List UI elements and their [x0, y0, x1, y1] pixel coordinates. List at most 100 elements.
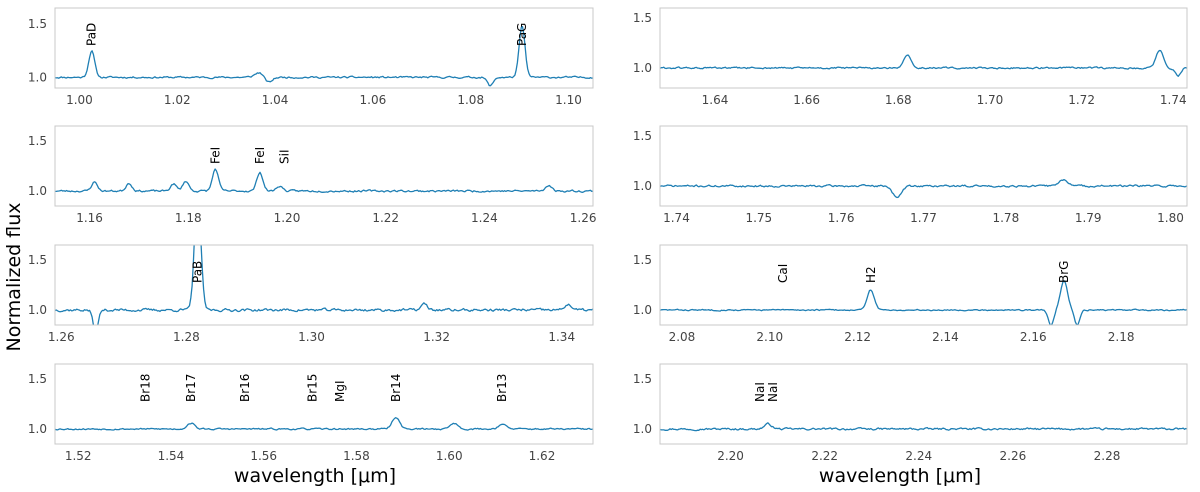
- panel-frame: [54, 7, 594, 89]
- x-tick-label: 2.26: [1000, 449, 1027, 463]
- y-tick-label: 1.5: [28, 17, 47, 31]
- spectral-line-label: SiI: [278, 150, 292, 165]
- y-tick-label: 1.5: [633, 11, 652, 25]
- x-tick-label: 1.26: [570, 211, 597, 225]
- x-tick-label: 2.08: [669, 330, 696, 344]
- x-tick-label: 1.52: [65, 449, 92, 463]
- x-tick-label: 1.24: [471, 211, 498, 225]
- y-tick-label: 1.0: [28, 184, 47, 198]
- x-tick-label: 2.16: [1020, 330, 1047, 344]
- spectrum-line: [55, 168, 593, 193]
- spectral-line-label: Br16: [238, 374, 252, 402]
- spectral-line-label: H2: [864, 266, 878, 283]
- x-tick-label: 1.64: [702, 93, 729, 107]
- panel-frame: [659, 363, 1188, 445]
- spectral-line-label: PaG: [515, 23, 529, 46]
- x-tick-label: 1.22: [372, 211, 399, 225]
- x-tick-label: 2.14: [932, 330, 959, 344]
- x-tick-label: 1.18: [175, 211, 202, 225]
- x-tick-label: 2.20: [717, 449, 744, 463]
- spectrum-line: [660, 280, 1187, 325]
- spectral-line-label: BrG: [1057, 261, 1071, 283]
- x-tick-label: 1.26: [48, 330, 75, 344]
- x-tick-label: 2.24: [905, 449, 932, 463]
- panel-frame: [54, 125, 594, 207]
- y-tick-label: 1.5: [28, 134, 47, 148]
- x-tick-label: 1.76: [828, 211, 855, 225]
- spectral-line-label: Br13: [495, 374, 509, 402]
- panel-left-2: 1.26 1.28 1.30 1.32 1.34 1.0 1.5 PaB: [28, 244, 594, 344]
- spectral-line-label: Br15: [305, 374, 319, 402]
- x-tick-label: 2.22: [811, 449, 838, 463]
- x-tick-label: 1.78: [992, 211, 1019, 225]
- x-tick-label: 1.66: [793, 93, 820, 107]
- x-tick-label: 1.08: [457, 93, 484, 107]
- x-tick-label: 1.06: [360, 93, 387, 107]
- y-tick-label: 1.0: [28, 70, 47, 84]
- x-tick-label: 1.68: [885, 93, 912, 107]
- spectrum-line: [55, 417, 593, 431]
- spectrum-line: [660, 178, 1187, 199]
- x-tick-label: 1.20: [274, 211, 301, 225]
- y-tick-label: 1.0: [633, 422, 652, 436]
- spectral-line-label: PaB: [191, 261, 205, 283]
- x-axis-label-left: wavelength [μm]: [234, 465, 396, 487]
- y-tick-label: 1.5: [633, 129, 652, 143]
- x-tick-label: 2.12: [844, 330, 871, 344]
- y-tick-label: 1.0: [28, 303, 47, 317]
- y-tick-label: 1.5: [633, 253, 652, 267]
- spectral-line-label: CaI: [776, 264, 790, 283]
- x-tick-label: 1.56: [250, 449, 277, 463]
- spectral-line-label: MgI: [333, 380, 347, 402]
- x-tick-label: 2.10: [756, 330, 783, 344]
- y-tick-label: 1.5: [28, 253, 47, 267]
- panel-right-0: 1.64 1.66 1.68 1.70 1.72 1.74 1.0 1.5: [633, 7, 1188, 107]
- x-tick-label: 1.74: [663, 211, 690, 225]
- y-tick-label: 1.0: [28, 422, 47, 436]
- panel-frame: [54, 363, 594, 445]
- x-tick-label: 1.32: [423, 330, 450, 344]
- spectral-line-label: NaI: [753, 382, 767, 402]
- y-tick-label: 1.0: [633, 61, 652, 75]
- x-tick-label: 1.58: [343, 449, 370, 463]
- panel-frame: [659, 244, 1188, 326]
- x-tick-label: 1.77: [910, 211, 937, 225]
- spectrum-line: [660, 49, 1187, 77]
- panel-frame: [659, 7, 1188, 89]
- panel-right-1: 1.74 1.75 1.76 1.77 1.78 1.79 1.80 1.0 1.5: [633, 125, 1188, 225]
- panel-frame: [54, 244, 594, 326]
- panel-frame: [659, 125, 1188, 207]
- spectrum-line: [660, 422, 1187, 432]
- spectral-line-label: NaI: [766, 382, 780, 402]
- x-tick-label: 2.18: [1108, 330, 1135, 344]
- x-tick-label: 1.30: [298, 330, 325, 344]
- x-tick-label: 1.02: [164, 93, 191, 107]
- panel-left-0: 1.00 1.02 1.04 1.06 1.08 1.10 1.0 1.5 PaD PaG: [28, 7, 594, 107]
- x-tick-label: 1.60: [436, 449, 463, 463]
- panel-left-3: 1.52 1.54 1.56 1.58 1.60 1.62 1.0 1.5 Br18 Br17 Br…: [28, 363, 594, 463]
- x-tick-label: 1.70: [977, 93, 1004, 107]
- spectral-line-label: Br14: [389, 374, 403, 402]
- x-tick-label: 1.79: [1075, 211, 1102, 225]
- x-tick-label: 1.54: [158, 449, 185, 463]
- spectral-line-label: PaD: [85, 23, 99, 46]
- x-tick-label: 1.75: [745, 211, 772, 225]
- y-tick-label: 1.5: [633, 372, 652, 386]
- y-tick-label: 1.0: [633, 179, 652, 193]
- x-tick-label: 1.28: [173, 330, 200, 344]
- spectral-line-label: FeI: [253, 147, 267, 164]
- x-axis-label-right: wavelength [μm]: [819, 465, 981, 487]
- spectrum-line: [55, 245, 593, 325]
- x-tick-label: 1.10: [555, 93, 582, 107]
- panels-group: 1.00 1.02 1.04 1.06 1.08 1.10 1.0 1.5 PaD PaG 1.16…: [28, 7, 1188, 463]
- x-tick-label: 1.00: [66, 93, 93, 107]
- spectral-line-label: Br18: [138, 374, 152, 402]
- panel-right-3: 2.20 2.22 2.24 2.26 2.28 1.0 1.5 NaI NaI: [633, 363, 1188, 463]
- x-tick-label: 1.62: [529, 449, 556, 463]
- spectral-line-label: FeI: [208, 147, 222, 164]
- x-tick-label: 1.34: [548, 330, 575, 344]
- x-tick-label: 1.04: [262, 93, 289, 107]
- y-axis-label: Normalized flux: [3, 202, 25, 351]
- y-tick-label: 1.5: [28, 372, 47, 386]
